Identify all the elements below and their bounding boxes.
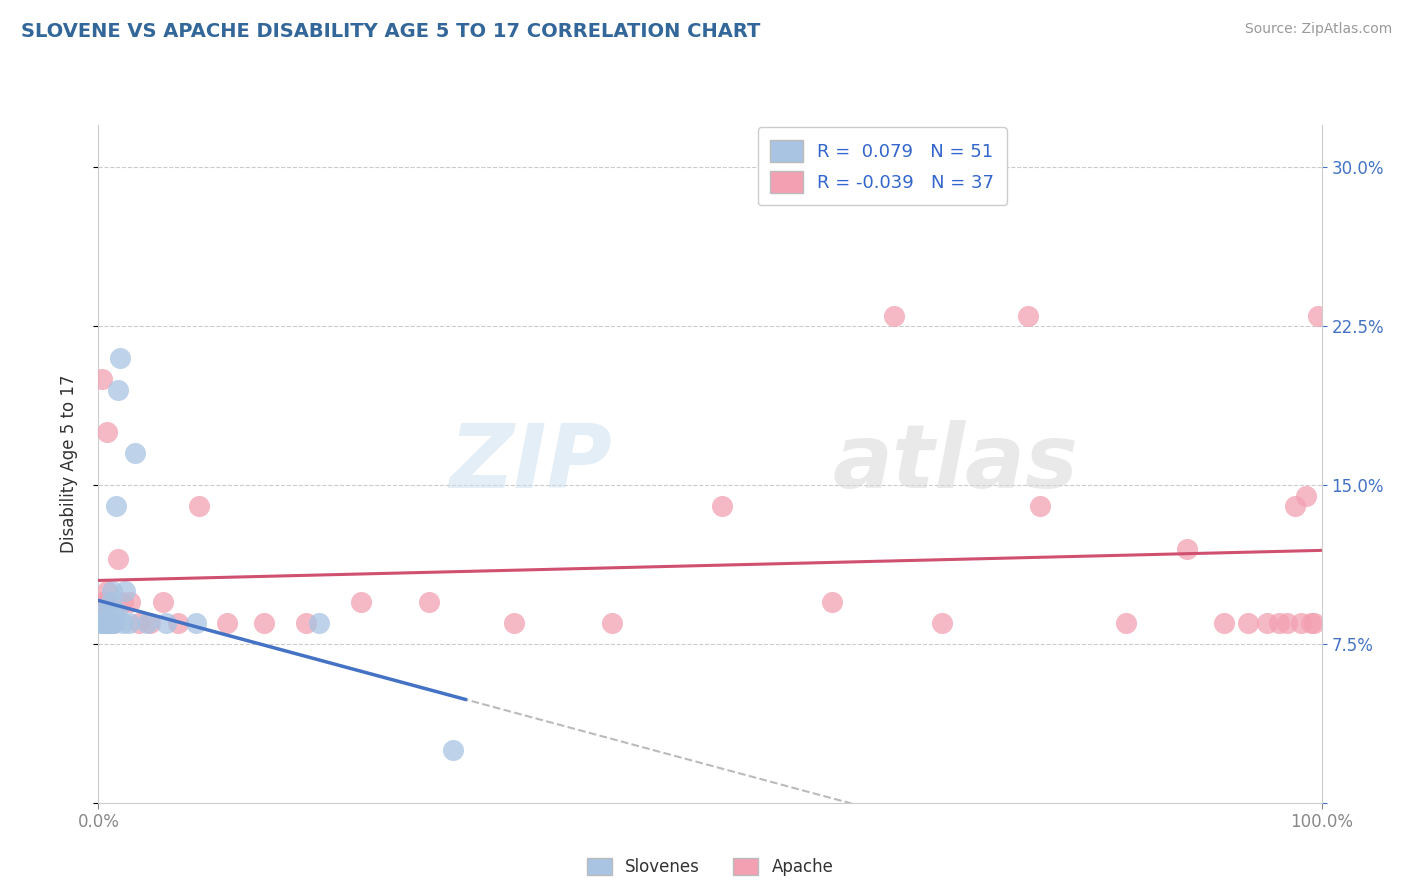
Point xyxy=(441,743,464,757)
Point xyxy=(186,615,208,630)
Point xyxy=(97,615,120,630)
Point xyxy=(90,615,112,630)
Point xyxy=(93,615,115,630)
Point xyxy=(1277,615,1299,630)
Point xyxy=(308,615,330,630)
Point xyxy=(97,615,120,630)
Point xyxy=(107,552,129,566)
Point xyxy=(187,500,209,514)
Point xyxy=(91,372,114,386)
Point xyxy=(600,615,623,630)
Point xyxy=(96,425,118,439)
Point xyxy=(120,594,142,608)
Point xyxy=(931,615,953,630)
Point xyxy=(98,615,121,630)
Point xyxy=(98,615,121,630)
Point xyxy=(139,615,162,630)
Point xyxy=(93,615,115,630)
Point xyxy=(107,383,129,397)
Point xyxy=(252,615,274,630)
Point xyxy=(91,615,114,630)
Point xyxy=(1115,615,1137,630)
Legend: Slovenes, Apache: Slovenes, Apache xyxy=(581,851,839,882)
Point xyxy=(94,615,117,630)
Point xyxy=(167,615,190,630)
Point xyxy=(111,615,134,630)
Point xyxy=(124,446,146,460)
Point xyxy=(152,594,174,608)
Text: atlas: atlas xyxy=(832,420,1078,508)
Point xyxy=(96,615,118,630)
Point xyxy=(1299,615,1322,630)
Point xyxy=(418,594,440,608)
Point xyxy=(94,615,117,630)
Point xyxy=(1212,615,1234,630)
Point xyxy=(1029,500,1052,514)
Point xyxy=(100,594,122,608)
Point xyxy=(101,584,124,599)
Point xyxy=(821,594,844,608)
Point xyxy=(105,605,128,619)
Point xyxy=(98,615,121,630)
Point xyxy=(118,615,141,630)
Text: SLOVENE VS APACHE DISABILITY AGE 5 TO 17 CORRELATION CHART: SLOVENE VS APACHE DISABILITY AGE 5 TO 17… xyxy=(21,22,761,41)
Point xyxy=(96,584,118,599)
Point xyxy=(1175,541,1198,556)
Point xyxy=(1295,489,1317,503)
Point xyxy=(100,615,122,630)
Point xyxy=(1256,615,1278,630)
Point xyxy=(103,615,125,630)
Point xyxy=(101,605,124,619)
Point xyxy=(104,500,127,514)
Point xyxy=(98,615,121,630)
Point xyxy=(94,615,117,630)
Point xyxy=(1017,309,1039,323)
Point xyxy=(93,615,115,630)
Point xyxy=(1284,500,1306,514)
Point xyxy=(96,615,118,630)
Point xyxy=(93,594,115,608)
Point xyxy=(1289,615,1312,630)
Point xyxy=(295,615,318,630)
Point xyxy=(97,615,120,630)
Point xyxy=(883,309,905,323)
Point xyxy=(215,615,238,630)
Point xyxy=(1268,615,1291,630)
Point xyxy=(155,615,177,630)
Point xyxy=(91,615,114,630)
Point xyxy=(96,615,118,630)
Point xyxy=(93,615,115,630)
Point xyxy=(503,615,526,630)
Text: Source: ZipAtlas.com: Source: ZipAtlas.com xyxy=(1244,22,1392,37)
Point xyxy=(94,615,117,630)
Point xyxy=(96,615,118,630)
Y-axis label: Disability Age 5 to 17: Disability Age 5 to 17 xyxy=(59,375,77,553)
Point xyxy=(97,615,120,630)
Point xyxy=(1306,309,1329,323)
Point xyxy=(91,605,114,619)
Point xyxy=(114,584,136,599)
Point xyxy=(94,615,117,630)
Point xyxy=(136,615,159,630)
Point xyxy=(91,594,114,608)
Point xyxy=(1237,615,1260,630)
Point xyxy=(100,615,122,630)
Point xyxy=(96,615,118,630)
Point xyxy=(128,615,150,630)
Point xyxy=(91,605,114,619)
Point xyxy=(91,615,114,630)
Point xyxy=(711,500,734,514)
Point xyxy=(101,615,124,630)
Point xyxy=(350,594,373,608)
Text: ZIP: ZIP xyxy=(450,420,612,508)
Point xyxy=(98,615,121,630)
Point xyxy=(94,615,117,630)
Point xyxy=(97,615,120,630)
Point xyxy=(110,351,132,365)
Point xyxy=(1303,615,1326,630)
Point xyxy=(96,615,118,630)
Point xyxy=(93,615,115,630)
Point xyxy=(111,594,134,608)
